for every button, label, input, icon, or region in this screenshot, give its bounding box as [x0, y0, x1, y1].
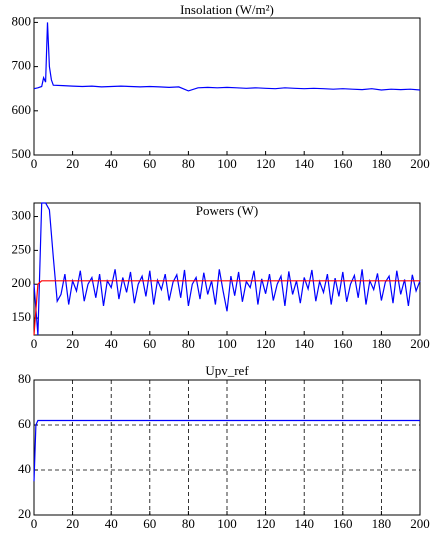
- x-tick-label: 140: [294, 156, 314, 171]
- y-tick-label: 80: [18, 371, 31, 386]
- data-line: [33, 280, 420, 336]
- x-tick-label: 20: [66, 156, 79, 171]
- x-tick-label: 140: [294, 336, 314, 351]
- x-tick-label: 120: [256, 156, 276, 171]
- x-tick-label: 20: [66, 516, 79, 531]
- x-tick-label: 60: [143, 156, 156, 171]
- data-line: [33, 202, 421, 336]
- x-tick-label: 120: [256, 336, 276, 351]
- y-tick-label: 20: [18, 506, 31, 521]
- y-tick-label: 600: [12, 102, 32, 117]
- x-tick-label: 160: [333, 516, 353, 531]
- x-tick-label: 0: [31, 156, 38, 171]
- y-tick-label: 250: [12, 241, 32, 256]
- x-tick-label: 40: [105, 156, 118, 171]
- y-tick-label: 800: [12, 13, 32, 28]
- x-tick-label: 200: [410, 516, 430, 531]
- x-tick-label: 40: [105, 336, 118, 351]
- x-tick-label: 180: [372, 516, 392, 531]
- x-tick-label: 160: [333, 336, 353, 351]
- x-tick-label: 200: [410, 156, 430, 171]
- x-tick-label: 60: [143, 516, 156, 531]
- chart-title: Insolation (W/m²): [180, 2, 274, 17]
- x-tick-label: 120: [256, 516, 276, 531]
- y-tick-label: 500: [12, 146, 32, 161]
- x-tick-label: 100: [217, 336, 237, 351]
- x-tick-label: 180: [372, 156, 392, 171]
- x-tick-label: 80: [182, 516, 195, 531]
- x-tick-label: 160: [333, 156, 353, 171]
- data-line: [33, 22, 421, 92]
- chart-title: Upv_ref: [205, 363, 249, 378]
- y-tick-label: 700: [12, 58, 32, 73]
- x-tick-label: 20: [66, 336, 79, 351]
- y-tick-label: 40: [18, 461, 31, 476]
- data-line: [33, 419, 420, 482]
- x-tick-label: 140: [294, 516, 314, 531]
- x-tick-label: 80: [182, 336, 195, 351]
- x-tick-label: 0: [31, 336, 38, 351]
- x-tick-label: 100: [217, 156, 237, 171]
- x-tick-label: 200: [410, 336, 430, 351]
- axes-box: [33, 202, 421, 336]
- x-tick-label: 0: [31, 516, 38, 531]
- x-tick-label: 180: [372, 336, 392, 351]
- x-tick-label: 100: [217, 516, 237, 531]
- x-tick-label: 60: [143, 336, 156, 351]
- y-tick-label: 60: [18, 416, 31, 431]
- y-tick-label: 300: [12, 208, 32, 223]
- y-tick-label: 200: [12, 275, 32, 290]
- chart-title: Powers (W): [196, 203, 258, 218]
- x-tick-label: 40: [105, 516, 118, 531]
- x-tick-label: 80: [182, 156, 195, 171]
- y-tick-label: 150: [12, 309, 32, 324]
